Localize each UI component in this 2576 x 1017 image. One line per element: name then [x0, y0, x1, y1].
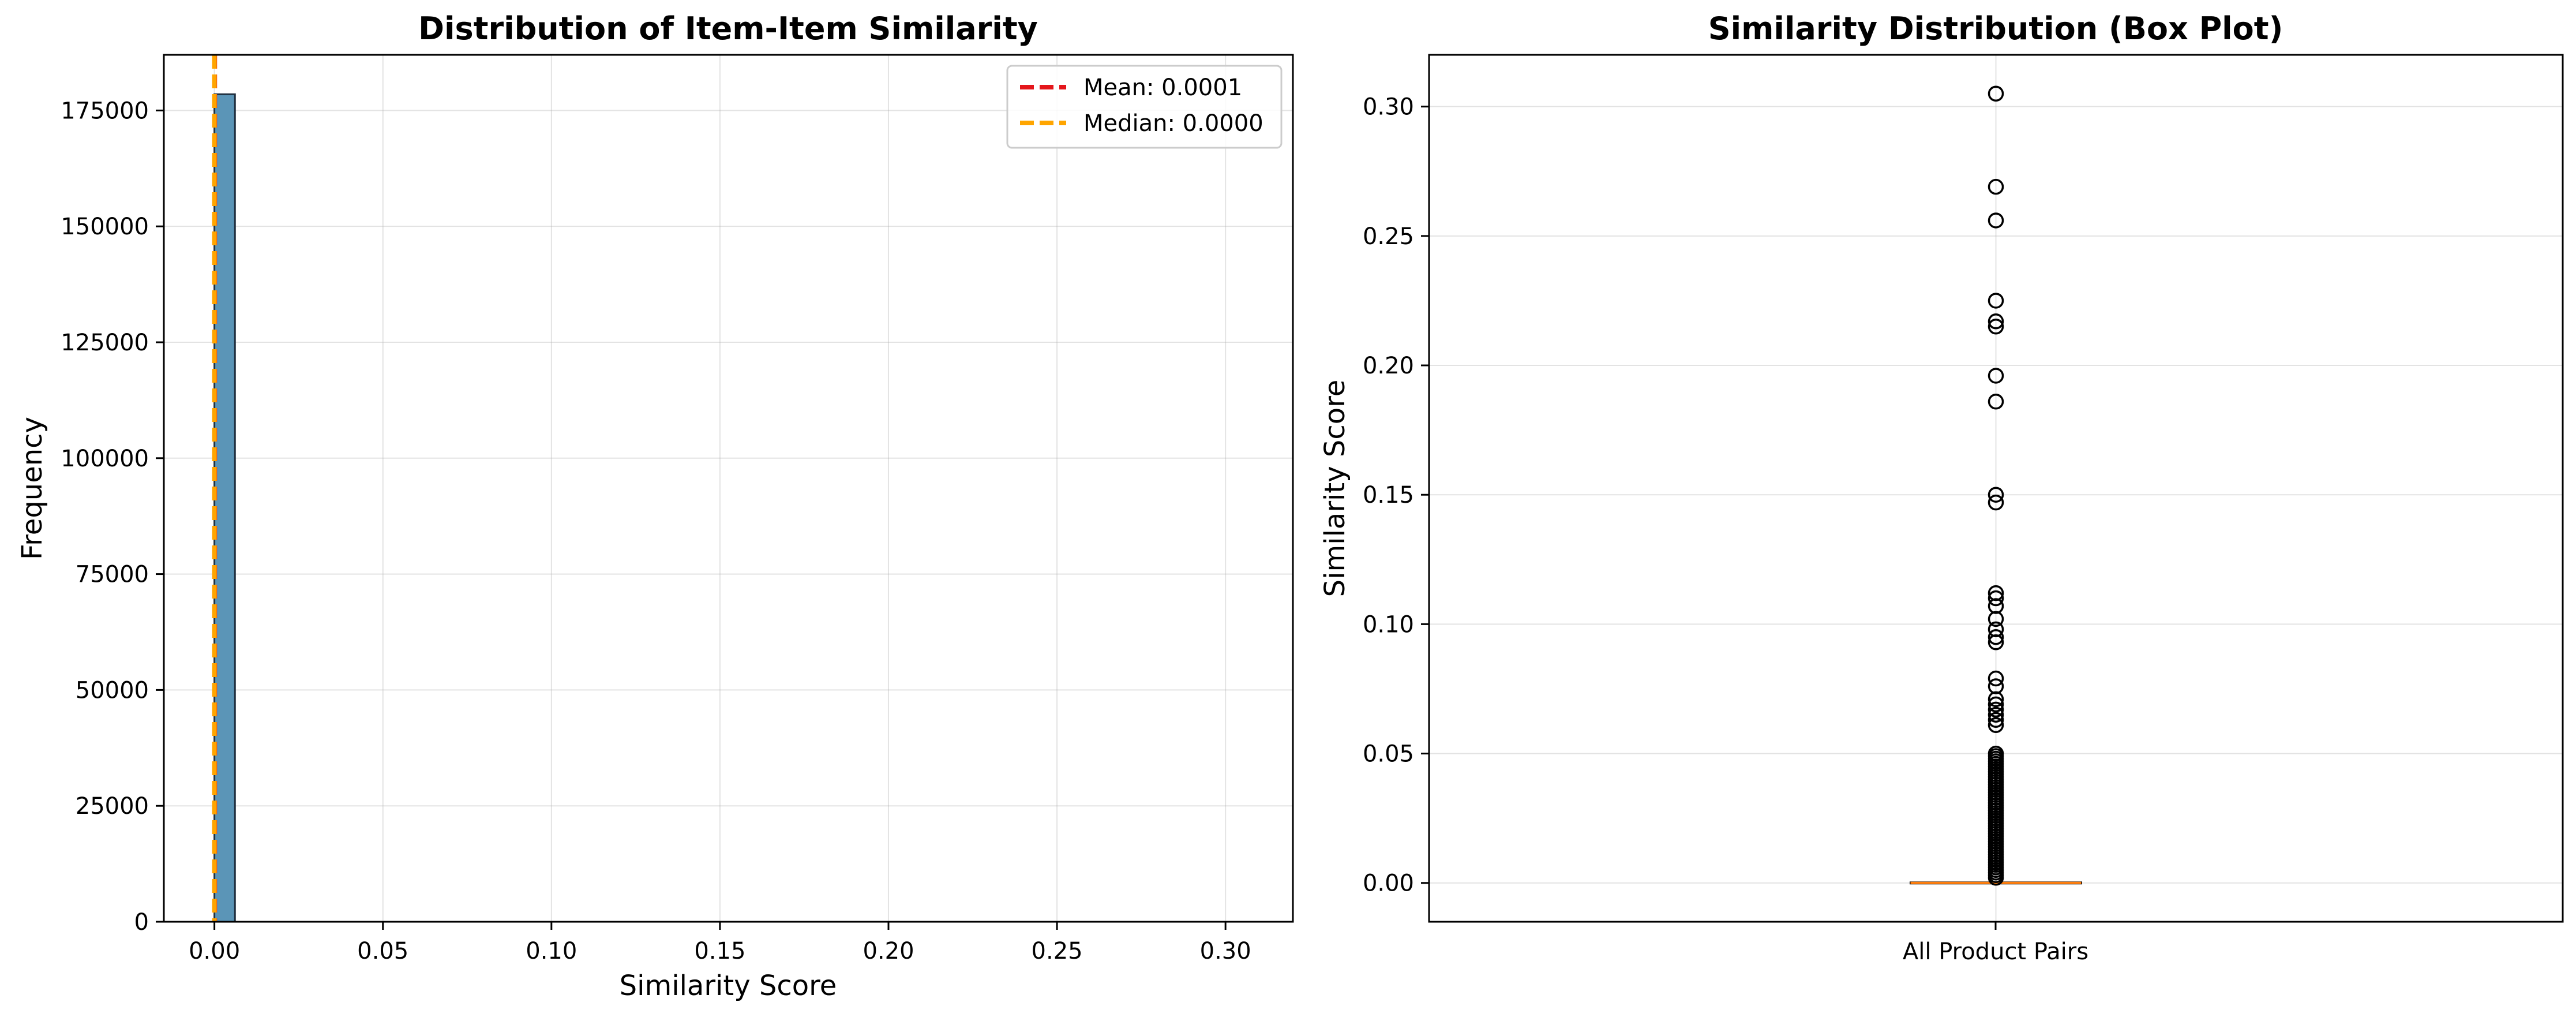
histogram-axes-frame: [163, 54, 1294, 923]
histogram-grid: [164, 55, 1293, 922]
boxplot-category-label: All Product Pairs: [1903, 939, 2088, 965]
x-tick-label: 0.15: [694, 938, 745, 964]
outlier-point: [1988, 590, 2004, 607]
histogram-bar: [213, 93, 236, 923]
x-tick-label: 0.05: [357, 938, 408, 964]
outlier-point: [1988, 313, 2004, 330]
outlier-point: [1988, 717, 2004, 733]
legend-frame: [1006, 65, 1283, 149]
histogram-y-ticks: 0 25000 50000 75000 100000 125000 150000 175000: [61, 98, 164, 936]
y-tick-label: 125000: [61, 330, 149, 356]
boxplot-y-axis-label: Similarity Score: [1319, 380, 1351, 597]
x-tick-label: 0.30: [1200, 938, 1251, 964]
outlier-point: [1988, 691, 2004, 708]
boxplot-panel: Similarity Distribution (Box Plot) 0.000…: [1319, 10, 2564, 965]
y-tick-label: 0.15: [1363, 482, 1414, 508]
boxplot-title: Similarity Distribution (Box Plot): [1708, 10, 2283, 47]
x-tick-label: 0.25: [1032, 938, 1083, 964]
y-tick-label: 150000: [61, 214, 149, 240]
y-tick-label: 0.00: [1363, 870, 1414, 897]
outlier-point: [1988, 494, 2004, 511]
y-tick-label: 175000: [61, 98, 149, 124]
outlier-point: [1988, 319, 2004, 335]
outlier-point: [1988, 701, 2004, 718]
outlier-point: [1988, 696, 2004, 713]
y-tick-label: 0: [134, 909, 149, 936]
outlier-point: [1988, 368, 2004, 384]
outlier-point: [1988, 634, 2004, 650]
outlier-point: [1988, 629, 2004, 645]
outlier-point: [1988, 178, 2004, 195]
x-tick-label: 0.20: [863, 938, 914, 964]
histogram-x-axis-label: Similarity Score: [620, 970, 837, 1002]
boxplot-outliers: [1988, 85, 2004, 886]
outlier-point: [1988, 487, 2004, 503]
histogram-title: Distribution of Item-Item Similarity: [418, 10, 1038, 47]
boxplot-y-ticks: 0.00 0.05 0.10 0.15 0.20 0.25 0.30: [1363, 94, 1429, 897]
x-tick-label: 0.00: [189, 938, 240, 964]
outlier-point: [1988, 670, 2004, 687]
y-tick-label: 50000: [76, 677, 149, 704]
y-tick-label: 0.20: [1363, 353, 1414, 379]
outlier-point: [1988, 293, 2004, 309]
histogram-legend: Mean: 0.0001 Median: 0.0000: [1006, 65, 1283, 149]
legend-median-label: Median: 0.0000: [1083, 110, 1263, 137]
outlier-point: [1988, 611, 2004, 627]
histogram-y-axis-label: Frequency: [16, 417, 48, 560]
y-tick-label: 0.05: [1363, 741, 1414, 768]
outlier-point: [1988, 394, 2004, 410]
outlier-point: [1988, 706, 2004, 723]
y-tick-label: 25000: [76, 793, 149, 820]
y-tick-label: 0.25: [1363, 223, 1414, 250]
y-tick-label: 100000: [61, 446, 149, 472]
outlier-point: [1988, 212, 2004, 229]
histogram-panel: Distribution of Item-Item Similarity 0.0…: [16, 10, 1294, 1002]
histogram-bars: [213, 93, 236, 923]
outlier-point: [1988, 870, 2004, 886]
x-tick-label: 0.10: [526, 938, 577, 964]
legend-mean-label: Mean: 0.0001: [1083, 74, 1242, 101]
histogram-x-ticks: 0.00 0.05 0.10 0.15 0.20 0.25 0.30: [189, 922, 1251, 964]
outlier-point: [1988, 85, 2004, 102]
outlier-point: [1988, 712, 2004, 728]
y-tick-label: 0.30: [1363, 94, 1414, 121]
y-tick-label: 75000: [76, 562, 149, 588]
y-tick-label: 0.10: [1363, 611, 1414, 638]
